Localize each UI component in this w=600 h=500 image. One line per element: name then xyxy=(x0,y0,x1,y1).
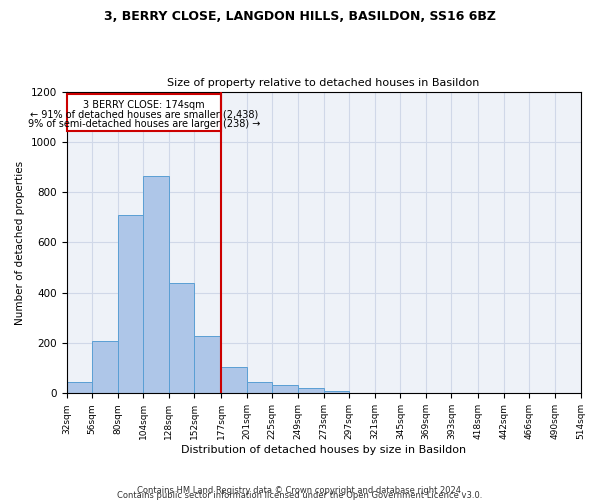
Y-axis label: Number of detached properties: Number of detached properties xyxy=(15,160,25,324)
Title: Size of property relative to detached houses in Basildon: Size of property relative to detached ho… xyxy=(167,78,480,88)
Bar xyxy=(323,392,349,394)
Bar xyxy=(143,176,169,394)
Text: 3, BERRY CLOSE, LANGDON HILLS, BASILDON, SS16 6BZ: 3, BERRY CLOSE, LANGDON HILLS, BASILDON,… xyxy=(104,10,496,23)
Bar xyxy=(247,382,272,394)
Bar xyxy=(221,368,247,394)
Text: 9% of semi-detached houses are larger (238) →: 9% of semi-detached houses are larger (2… xyxy=(28,119,260,129)
Bar xyxy=(272,384,298,394)
Bar xyxy=(67,382,92,394)
X-axis label: Distribution of detached houses by size in Basildon: Distribution of detached houses by size … xyxy=(181,445,466,455)
Text: Contains HM Land Registry data © Crown copyright and database right 2024.: Contains HM Land Registry data © Crown c… xyxy=(137,486,463,495)
Bar xyxy=(298,388,323,394)
Text: Contains public sector information licensed under the Open Government Licence v3: Contains public sector information licen… xyxy=(118,491,482,500)
Text: 3 BERRY CLOSE: 174sqm: 3 BERRY CLOSE: 174sqm xyxy=(83,100,205,110)
Bar xyxy=(67,94,221,130)
Bar xyxy=(92,340,118,394)
Bar xyxy=(169,284,194,394)
Bar xyxy=(194,336,221,394)
Text: ← 91% of detached houses are smaller (2,438): ← 91% of detached houses are smaller (2,… xyxy=(30,109,258,119)
Bar xyxy=(118,215,143,394)
